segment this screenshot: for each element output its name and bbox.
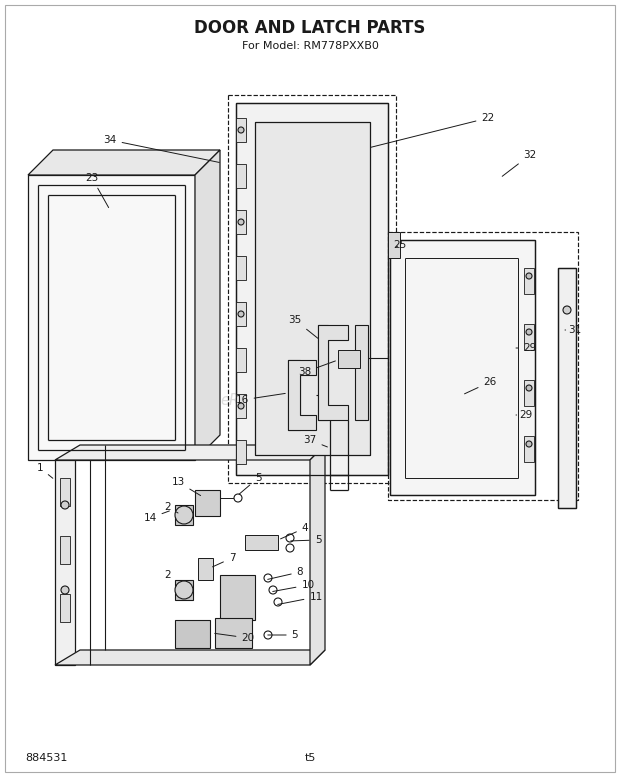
Circle shape [61,501,69,509]
Bar [236,256,246,280]
Circle shape [269,586,277,594]
Bar [236,118,246,142]
Polygon shape [215,618,252,648]
Text: 10: 10 [273,580,314,591]
Text: 22: 22 [371,113,495,148]
Polygon shape [175,580,193,600]
Text: 5: 5 [268,630,298,640]
Bar [60,594,70,622]
Bar [60,536,70,564]
Bar [558,268,576,508]
Text: DOOR AND LATCH PARTS: DOOR AND LATCH PARTS [194,19,426,37]
Circle shape [238,311,244,317]
Text: 8: 8 [268,567,303,580]
Text: 13: 13 [171,477,201,496]
Text: 1: 1 [37,463,53,479]
Polygon shape [175,620,210,648]
Polygon shape [195,490,220,516]
Circle shape [526,273,532,279]
Polygon shape [288,360,316,430]
Text: 26: 26 [464,377,497,394]
Bar [228,95,396,483]
Polygon shape [55,650,325,665]
Text: 23: 23 [86,173,108,207]
Text: 2: 2 [165,570,176,586]
Bar [524,268,534,294]
Circle shape [563,306,571,314]
Polygon shape [288,360,300,430]
Polygon shape [55,445,325,460]
Text: 29: 29 [516,343,537,353]
Polygon shape [388,232,400,258]
Text: 11: 11 [278,592,322,605]
Text: 20: 20 [215,633,255,643]
Circle shape [238,403,244,409]
Circle shape [234,494,242,502]
Circle shape [175,506,193,524]
Polygon shape [236,103,388,475]
Circle shape [61,586,69,594]
Text: 5: 5 [239,473,261,494]
Polygon shape [255,122,370,455]
Text: 2: 2 [165,502,178,513]
Circle shape [286,544,294,552]
Text: For Model: RM778PXXB0: For Model: RM778PXXB0 [242,41,378,51]
Polygon shape [245,535,278,550]
Text: 25: 25 [393,240,407,250]
Bar [524,436,534,462]
Circle shape [238,127,244,133]
Circle shape [526,329,532,335]
Text: 16: 16 [236,393,285,405]
Text: 7: 7 [213,553,236,567]
Text: t5: t5 [304,753,316,763]
Bar [236,164,246,188]
Polygon shape [355,325,368,420]
Polygon shape [55,460,75,665]
Circle shape [274,598,282,606]
Bar [236,440,246,464]
Circle shape [238,219,244,225]
Bar [524,380,534,406]
Text: eReplacementParts.com: eReplacementParts.com [221,392,399,407]
Text: 37: 37 [303,435,327,447]
Text: 884531: 884531 [25,753,68,763]
Text: 5: 5 [291,535,321,545]
Polygon shape [318,325,348,420]
Circle shape [526,441,532,447]
Polygon shape [390,240,535,495]
Polygon shape [198,558,213,580]
Bar [524,324,534,350]
Circle shape [264,574,272,582]
Text: 35: 35 [288,315,318,338]
Circle shape [526,385,532,391]
Polygon shape [175,505,193,525]
Circle shape [175,581,193,599]
Polygon shape [195,150,220,460]
Polygon shape [310,445,325,665]
Polygon shape [28,150,220,175]
Text: 31: 31 [565,325,582,335]
Polygon shape [220,575,255,620]
Text: 29: 29 [516,410,533,420]
Text: 34: 34 [104,135,219,162]
Text: 38: 38 [298,361,335,377]
Polygon shape [28,175,195,460]
Text: 4: 4 [280,523,308,539]
Circle shape [286,534,294,542]
Text: 14: 14 [143,511,169,523]
Circle shape [264,631,272,639]
Bar [60,478,70,506]
Bar [236,210,246,234]
Bar [236,394,246,418]
Bar [236,302,246,326]
Polygon shape [318,325,328,420]
Bar [236,348,246,372]
Polygon shape [338,350,360,368]
Text: 32: 32 [502,150,537,176]
Bar [388,232,578,500]
